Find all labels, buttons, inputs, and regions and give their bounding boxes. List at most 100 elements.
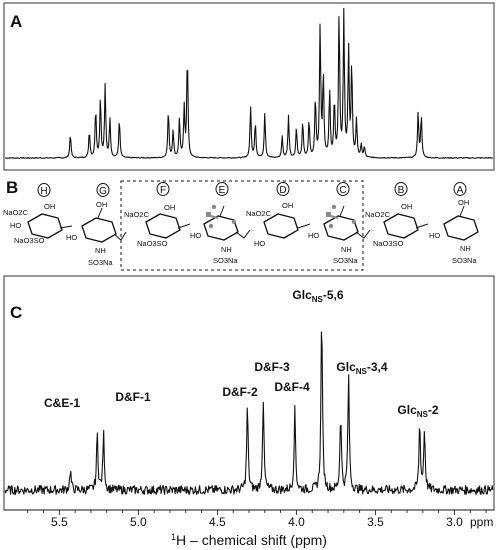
peak-annotation-rest: -3,4 bbox=[367, 360, 388, 374]
residue-tag-e bbox=[215, 182, 229, 196]
x-tick-label: 3.0 bbox=[446, 515, 463, 529]
residue-h-sulfate: NaO3SO bbox=[14, 236, 45, 245]
x-tick-label: 4.0 bbox=[288, 515, 305, 529]
x-axis: 5.5 5.0 4.5 4.0 3.5 3.0 ppm 1H – chemical shi… bbox=[4, 509, 494, 548]
residue-tag-f-text: F bbox=[160, 185, 166, 196]
link-b-a bbox=[415, 223, 429, 229]
x-axis-ticks: 5.5 5.0 4.5 4.0 3.5 3.0 bbox=[27, 510, 487, 529]
peak-annotation: GlcNS-2 bbox=[397, 403, 438, 419]
peak-annotation: D&F-3 bbox=[254, 360, 290, 374]
residue-a-nh: NH bbox=[460, 244, 471, 253]
x-tick-label: 5.0 bbox=[130, 515, 147, 529]
residue-h: NaO2C HO NaO3SO OH bbox=[3, 202, 63, 245]
residue-g-ch2 bbox=[97, 207, 103, 219]
panel-b: B H G F E D C B A bbox=[3, 178, 479, 271]
residue-b: NaO2C OH NaO3SO bbox=[365, 202, 419, 248]
residue-tag-a bbox=[453, 182, 467, 196]
glycosidic-links bbox=[59, 223, 429, 241]
residue-f-sulfate: NaO3SO bbox=[137, 239, 168, 248]
spectrum-c-line bbox=[4, 331, 494, 495]
residue-c-nh: NH bbox=[341, 245, 352, 254]
residue-e-omethyl-atom-2 bbox=[208, 223, 214, 229]
residue-d-carboxyl: NaO2C bbox=[246, 209, 272, 218]
residue-c-ring bbox=[323, 215, 359, 241]
residue-f: NaO2C OH NaO3SO bbox=[124, 203, 181, 248]
peak-annotation: C&E-1 bbox=[44, 396, 80, 410]
residue-a-sulfonate: SO3Na bbox=[452, 256, 477, 265]
peak-annotation-rest: -2 bbox=[428, 403, 439, 417]
residue-tag-c bbox=[336, 182, 350, 196]
residue-tag-d-text: D bbox=[279, 185, 286, 196]
link-h-g bbox=[59, 225, 73, 229]
peak-annotation-rest: -5,6 bbox=[323, 288, 344, 302]
residue-h-carboxyl: NaO2C bbox=[3, 208, 29, 217]
x-axis-title-sup: 1 bbox=[171, 532, 176, 542]
residue-e: HO NH SO3Na bbox=[190, 204, 239, 265]
peak-annotation-base: Glc bbox=[292, 288, 312, 302]
residue-e-nh: NH bbox=[221, 245, 232, 254]
residue-e-omethyl-atom-3 bbox=[231, 219, 237, 225]
panel-a-frame bbox=[3, 2, 495, 171]
spectrum-a-line bbox=[4, 7, 494, 159]
peak-annotation-sub: NS bbox=[356, 367, 368, 376]
residue-c-hydroxyl: HO bbox=[308, 231, 319, 240]
x-tick-label: 3.5 bbox=[367, 515, 384, 529]
residue-e-ring bbox=[203, 215, 239, 241]
peak-annotation: GlcNS-3,4 bbox=[336, 360, 387, 376]
residue-tag-b-text: B bbox=[398, 185, 405, 196]
residue-tag-c-text: C bbox=[339, 185, 346, 196]
link-f-e bbox=[177, 223, 191, 229]
residue-e-omethyl-atom-1 bbox=[211, 204, 217, 210]
residue-tag-d bbox=[276, 182, 290, 196]
residue-tag-e-text: E bbox=[219, 185, 226, 196]
x-tick-label: 4.5 bbox=[209, 515, 226, 529]
peak-annotation: GlcNS-5,6 bbox=[292, 288, 343, 304]
residue-f-oh: OH bbox=[164, 203, 175, 212]
residue-e-sulfonate: SO3Na bbox=[213, 256, 238, 265]
panel-c: C C&E-1 D&F-1 D&F-2D&F-3D&F-4GlcNS-5,6GlcN… bbox=[3, 275, 495, 511]
residue-tag-a-text: A bbox=[457, 185, 464, 196]
residue-f-ring bbox=[145, 213, 181, 239]
residue-c-omethyl-group bbox=[326, 212, 331, 217]
residue-b-ring bbox=[383, 213, 419, 239]
residue-g-sulfonate: SO3Na bbox=[88, 258, 113, 267]
x-axis-title-text: H – chemical shift (ppm) bbox=[176, 532, 327, 548]
residue-d: NaO2C OH HO bbox=[246, 201, 299, 248]
link-g-f bbox=[113, 231, 127, 241]
peak-annotation: D&F-4 bbox=[274, 380, 310, 394]
residue-g-nh: NH bbox=[95, 246, 106, 255]
peak-annotation-sub: NS bbox=[312, 295, 324, 304]
panel-a-label: A bbox=[10, 12, 22, 31]
residue-a-ring bbox=[443, 215, 479, 241]
residue-c: HO NH SO3Na bbox=[308, 204, 359, 265]
x-axis-title: 1H – chemical shift (ppm) bbox=[171, 532, 327, 548]
link-c-b bbox=[355, 229, 371, 239]
central-residues-box bbox=[120, 180, 364, 271]
residue-tags: H G F E D C B A bbox=[37, 182, 467, 197]
residue-h-ring bbox=[27, 213, 63, 239]
residue-c-omethyl-atom-3 bbox=[351, 219, 357, 225]
peak-annotation: D&F-1 bbox=[115, 390, 151, 404]
peak-annotations: C&E-1 D&F-1 D&F-2D&F-3D&F-4GlcNS-5,6GlcNS-… bbox=[44, 288, 439, 419]
residue-b-sulfate: NaO3SO bbox=[373, 239, 404, 248]
residue-f-carboxyl: NaO2C bbox=[124, 210, 150, 219]
link-d-c bbox=[297, 223, 311, 229]
residue-tag-g bbox=[96, 183, 110, 197]
peak-annotation-sub: NS bbox=[417, 410, 429, 419]
residue-c-sulfonate: SO3Na bbox=[333, 256, 358, 265]
residue-tag-h bbox=[37, 183, 51, 197]
residue-a-oh: OH bbox=[458, 198, 469, 207]
panel-b-label: B bbox=[6, 178, 18, 197]
x-axis-unit: ppm bbox=[470, 515, 493, 529]
peak-annotation-base: Glc bbox=[336, 360, 356, 374]
residue-tag-h-text: H bbox=[40, 186, 47, 197]
residue-g-oh: OH bbox=[96, 200, 107, 209]
residue-e-omethyl-group bbox=[206, 212, 211, 217]
residue-c-omethyl-bond bbox=[330, 214, 339, 220]
peak-annotation: D&F-2 bbox=[222, 385, 258, 399]
residue-g: OH HO NH SO3Na bbox=[66, 200, 117, 267]
panel-c-label: C bbox=[10, 303, 22, 322]
link-e-d bbox=[235, 229, 251, 239]
residue-b-carboxyl: NaO2C bbox=[365, 210, 391, 219]
